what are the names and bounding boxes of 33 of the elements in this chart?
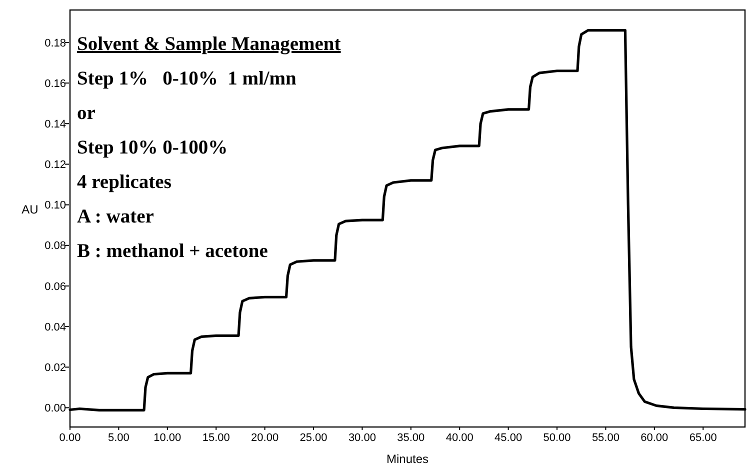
x-tick-label: 45.00 bbox=[494, 432, 522, 444]
annotation: Solvent & Sample Management bbox=[77, 34, 342, 55]
x-tick-label: 25.00 bbox=[300, 432, 328, 444]
x-tick-label: 0.00 bbox=[59, 432, 81, 444]
annotation: A : water bbox=[77, 206, 154, 228]
y-tick-label: 0.08 bbox=[44, 240, 66, 252]
y-tick-label: 0.06 bbox=[44, 280, 66, 293]
y-axis-title: AU bbox=[22, 202, 38, 216]
y-tick-label: 0.10 bbox=[44, 200, 66, 212]
y-tick-label: 0.04 bbox=[44, 321, 66, 334]
annotation: B : methanol + acetone bbox=[77, 241, 268, 262]
x-tick-label: 55.00 bbox=[592, 432, 620, 444]
y-tick-label: 0.18 bbox=[44, 37, 66, 50]
x-tick-label: 40.00 bbox=[446, 432, 474, 444]
y-tick-label: 0.02 bbox=[44, 362, 66, 374]
annotation: Step 1% 0-10% 1 ml/mn bbox=[77, 68, 297, 90]
y-tick-label: 0.14 bbox=[44, 118, 66, 130]
x-tick-label: 15.00 bbox=[202, 432, 230, 444]
x-tick-label: 5.00 bbox=[108, 432, 130, 444]
y-tick-label: 0.16 bbox=[44, 78, 66, 90]
x-tick-label: 10.00 bbox=[154, 432, 182, 444]
y-tick-label: 0.12 bbox=[44, 159, 66, 172]
x-tick-label: 30.00 bbox=[348, 432, 376, 444]
annotation: or bbox=[77, 103, 96, 124]
y-tick-label: 0.00 bbox=[44, 402, 66, 415]
x-tick-label: 35.00 bbox=[397, 432, 425, 444]
annotation: 4 replicates bbox=[77, 172, 172, 193]
x-tick-label: 60.00 bbox=[640, 432, 668, 444]
annotation: Step 10% 0-100% bbox=[77, 138, 228, 158]
x-tick-label: 50.00 bbox=[543, 432, 571, 444]
x-axis-title: Minutes bbox=[386, 452, 429, 466]
x-tick-label: 20.00 bbox=[251, 432, 279, 444]
x-tick-label: 65.00 bbox=[689, 432, 717, 444]
